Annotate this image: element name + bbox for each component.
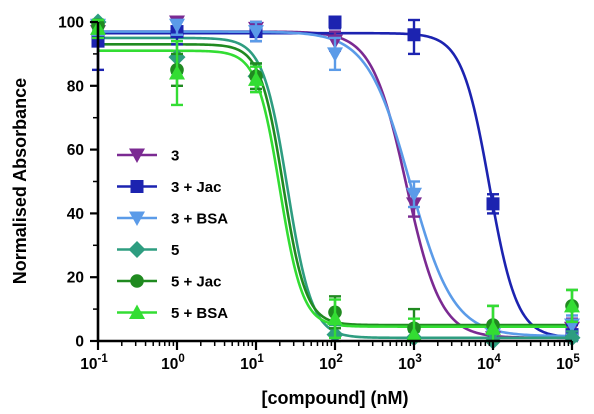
- fit-curve: [98, 36, 572, 340]
- data-point: [169, 18, 185, 34]
- x-tick-base: 10: [319, 356, 336, 373]
- data-point: [407, 28, 421, 42]
- y-tick-label: 40: [67, 206, 84, 223]
- x-tick-base: 10: [240, 356, 257, 373]
- data-point: [486, 197, 500, 211]
- data-point: [406, 326, 422, 342]
- x-tick-label: 104: [477, 353, 501, 373]
- x-tick-label: 10-1: [80, 353, 108, 373]
- legend-marker: [130, 274, 144, 288]
- x-tick-label: 100: [161, 353, 185, 373]
- x-tick-base: 10: [398, 356, 415, 373]
- x-tick-exponent: 3: [415, 353, 421, 365]
- x-tick-exponent: 4: [494, 353, 501, 365]
- data-point: [406, 187, 422, 203]
- data-point: [328, 15, 342, 29]
- data-point: [248, 71, 264, 86]
- fit-curve: [98, 30, 572, 340]
- legend-marker: [129, 211, 145, 226]
- x-tick-base: 10: [477, 356, 494, 373]
- y-axis-title: Normalised Absorbance: [10, 78, 30, 284]
- x-tick-label: 103: [398, 353, 422, 373]
- x-tick-base: 10: [161, 356, 178, 373]
- legend-label: 5 + BSA: [171, 305, 228, 322]
- legend-label: 3: [171, 148, 179, 165]
- data-point: [169, 65, 185, 80]
- x-tick-exponent: -1: [98, 353, 109, 365]
- legend-label: 3 + Jac: [171, 179, 221, 196]
- x-tick-exponent: 0: [178, 353, 184, 365]
- legend-marker: [130, 180, 144, 193]
- x-tick-base: 10: [556, 356, 573, 373]
- legend-label: 3 + BSA: [171, 211, 228, 228]
- data-point: [564, 297, 580, 313]
- x-tick-label: 105: [556, 353, 580, 373]
- x-tick-label: 101: [240, 353, 264, 373]
- fit-curve: [98, 30, 573, 338]
- data-point: [327, 47, 343, 62]
- ticks: [90, 20, 574, 350]
- legend-marker: [129, 304, 145, 319]
- y-tick-label: 20: [67, 270, 84, 287]
- data-point: [248, 25, 264, 40]
- legend-label: 5: [171, 242, 179, 259]
- y-tick-label: 60: [67, 142, 84, 159]
- y-tick-label: 100: [58, 15, 84, 32]
- y-tick-label: 0: [75, 334, 84, 351]
- x-tick-exponent: 1: [257, 353, 264, 365]
- y-tick-label: 80: [67, 78, 84, 95]
- legend-label: 5 + Jac: [171, 274, 221, 291]
- data-point: [485, 320, 501, 335]
- x-tick-label: 102: [319, 353, 343, 373]
- legend-marker: [128, 241, 146, 258]
- x-tick-base: 10: [80, 356, 97, 373]
- x-tick-exponent: 5: [573, 353, 580, 365]
- data-point: [327, 310, 343, 326]
- fit-curves: [98, 30, 573, 340]
- fit-curve: [98, 31, 573, 339]
- data-points: [89, 13, 581, 350]
- x-axis-title: [compound] (nM): [262, 388, 409, 408]
- x-tick-exponent: 2: [336, 353, 342, 365]
- legend: 3 3 + Jac 3 + BSA 5 5 + Jac 5 + BSA: [117, 148, 228, 322]
- fit-curve: [98, 43, 572, 327]
- legend-marker: [129, 148, 145, 163]
- fit-curve: [98, 49, 572, 328]
